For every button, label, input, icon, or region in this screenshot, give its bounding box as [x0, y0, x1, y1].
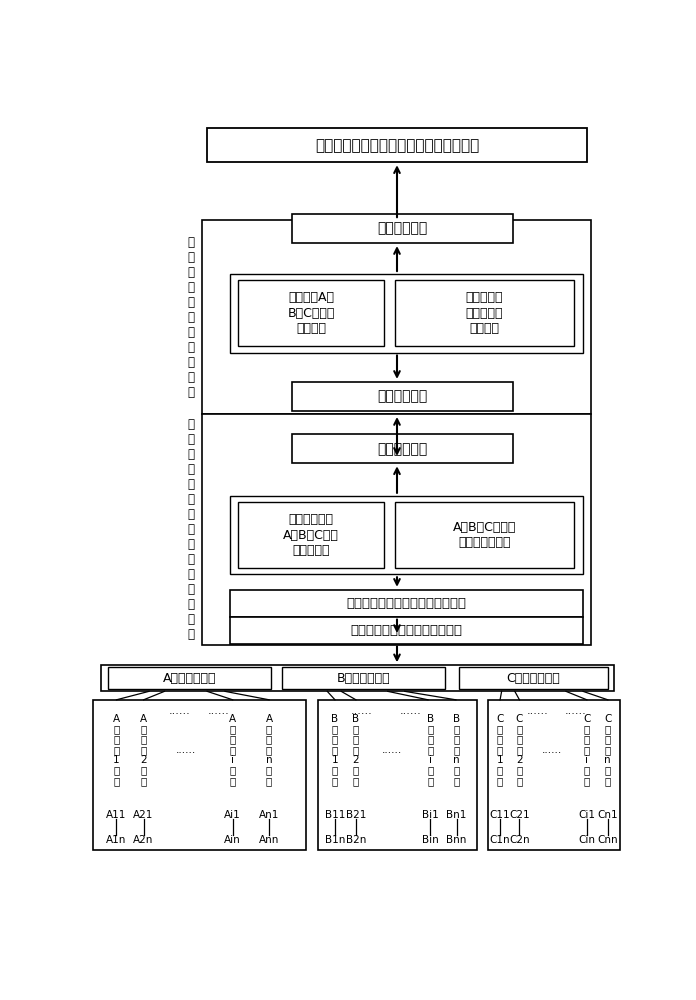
Text: A
相
支
线
2
用
户: A 相 支 线 2 用 户: [140, 714, 147, 786]
Text: 县供电公司已有或新建后台信息管理系统: 县供电公司已有或新建后台信息管理系统: [315, 138, 479, 153]
Text: B
相
支
线
1
用
户: B 相 支 线 1 用 户: [331, 714, 338, 786]
Text: ......: ......: [564, 706, 586, 716]
Text: B1n: B1n: [325, 835, 345, 845]
Text: Ai1: Ai1: [224, 810, 241, 820]
Text: ......: ......: [176, 745, 196, 755]
Bar: [101, 665, 614, 691]
Text: 配变低压负
荷不平衡度
监测单元: 配变低压负 荷不平衡度 监测单元: [466, 291, 503, 335]
Text: ......: ......: [382, 745, 402, 755]
Bar: [238, 502, 383, 568]
Bar: [230, 590, 583, 617]
Text: An1: An1: [259, 810, 279, 820]
Text: 配变低压A、
B、C相负荷
监测单元: 配变低压A、 B、C相负荷 监测单元: [287, 291, 335, 335]
Bar: [238, 280, 383, 346]
Text: A2n: A2n: [134, 835, 154, 845]
Text: A
相
支
线
1
用
户: A 相 支 线 1 用 户: [113, 714, 120, 786]
Text: Bnn: Bnn: [447, 835, 467, 845]
Text: B11: B11: [325, 810, 345, 820]
Text: ......: ......: [542, 745, 562, 755]
Text: Ain: Ain: [224, 835, 241, 845]
Text: A11: A11: [106, 810, 127, 820]
Bar: [202, 414, 591, 645]
Text: 在线负荷调相策略判断与控制单元: 在线负荷调相策略判断与控制单元: [347, 597, 467, 610]
Text: C
相
支
线
n
用
户: C 相 支 线 n 用 户: [604, 714, 612, 786]
Text: ......: ......: [208, 706, 230, 716]
Text: Bin: Bin: [422, 835, 438, 845]
Text: 低压主干线路
A、B、C相负
荷监测单元: 低压主干线路 A、B、C相负 荷监测单元: [283, 513, 339, 557]
Text: Cn1: Cn1: [597, 810, 618, 820]
Bar: [292, 214, 513, 243]
Text: C21: C21: [509, 810, 530, 820]
Text: 在线负荷调相切换开关组合单元: 在线负荷调相切换开关组合单元: [351, 624, 463, 637]
Text: C
相
支
线
i
用
户: C 相 支 线 i 用 户: [583, 714, 591, 786]
Text: ......: ......: [351, 706, 373, 716]
Bar: [395, 280, 574, 346]
Bar: [292, 382, 513, 411]
Text: C2n: C2n: [509, 835, 530, 845]
Text: C
相
支
线
1
用
户: C 相 支 线 1 用 户: [496, 714, 504, 786]
Text: Cin: Cin: [578, 835, 595, 845]
Bar: [230, 617, 583, 644]
Bar: [489, 700, 620, 850]
Bar: [459, 667, 608, 689]
Text: B21: B21: [346, 810, 366, 820]
Bar: [108, 667, 271, 689]
Text: C相支线端子排: C相支线端子排: [507, 672, 560, 685]
Text: Ann: Ann: [259, 835, 279, 845]
Text: ......: ......: [400, 706, 422, 716]
Bar: [202, 220, 591, 414]
Text: A
相
支
线
i
用
户: A 相 支 线 i 用 户: [229, 714, 236, 786]
Text: 配
变
低
压
侧
配
置
单
元
组
成: 配 变 低 压 侧 配 置 单 元 组 成: [187, 236, 194, 399]
Bar: [230, 496, 583, 574]
Bar: [292, 434, 513, 463]
Bar: [283, 667, 445, 689]
Text: B
相
支
线
2
用
户: B 相 支 线 2 用 户: [352, 714, 360, 786]
Text: A21: A21: [134, 810, 154, 820]
Text: C1n: C1n: [490, 835, 510, 845]
Text: A相支线端子排: A相支线端子排: [163, 672, 216, 685]
Text: C
相
支
线
2
用
户: C 相 支 线 2 用 户: [516, 714, 523, 786]
Text: 上行通信单元: 上行通信单元: [378, 442, 428, 456]
Text: C11: C11: [490, 810, 510, 820]
Text: 上行通信单元: 上行通信单元: [378, 222, 428, 236]
Text: B2n: B2n: [346, 835, 366, 845]
Bar: [318, 700, 477, 850]
Text: 下行通信单元: 下行通信单元: [378, 389, 428, 403]
Text: A1n: A1n: [106, 835, 127, 845]
Bar: [230, 274, 583, 353]
Bar: [93, 700, 306, 850]
Text: Bi1: Bi1: [422, 810, 438, 820]
Text: B
相
支
线
i
用
户: B 相 支 线 i 用 户: [427, 714, 434, 786]
Text: Bn1: Bn1: [447, 810, 467, 820]
Text: ......: ......: [527, 706, 549, 716]
Text: A
相
支
线
n
用
户: A 相 支 线 n 用 户: [266, 714, 273, 786]
Text: 低
压
主
干
线
分
支
枝
组
配
置
单
元
组
成: 低 压 主 干 线 分 支 枝 组 配 置 单 元 组 成: [187, 418, 194, 641]
Text: B相支线端子排: B相支线端子排: [337, 672, 390, 685]
Bar: [395, 502, 574, 568]
Text: A、B、C相各分
支负荷监测单元: A、B、C相各分 支负荷监测单元: [453, 521, 516, 549]
Bar: [207, 128, 587, 162]
Text: B
相
支
线
n
用
户: B 相 支 线 n 用 户: [453, 714, 460, 786]
Text: Ci1: Ci1: [578, 810, 595, 820]
Text: Cnn: Cnn: [597, 835, 618, 845]
Text: ......: ......: [169, 706, 191, 716]
